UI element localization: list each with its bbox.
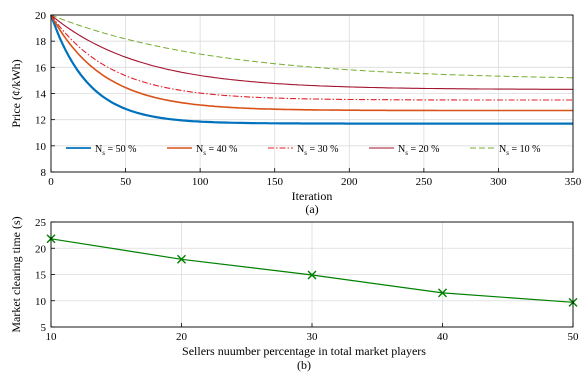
legend-label-1: Ns = 50 % <box>95 144 136 157</box>
legend-label-3: Ns = 30 % <box>297 144 338 157</box>
chart-b-ytick-label: 5 <box>41 322 47 334</box>
chart-a-caption: (a) <box>305 202 318 216</box>
marker-stroke <box>438 288 447 298</box>
chart-b-xtick-label: 40 <box>437 331 449 343</box>
chart-b-xtick-label: 20 <box>176 331 188 343</box>
chart-a-ylabel: Price (¢/kWh) <box>9 59 23 127</box>
chart-a-xtick-label: 0 <box>48 176 54 188</box>
chart-a-ytick-label: 18 <box>35 36 47 48</box>
chart-a-legend: Ns = 50 % Ns = 40 % Ns = 30 % Ns = 20 % Ns =… <box>66 144 540 157</box>
chart-a-series <box>49 14 574 125</box>
chart-a-ytick-label: 12 <box>35 115 46 127</box>
chart-a-ticks: 0 50 100 150 200 250 300 350 8 10 12 14 16 18 20 <box>35 10 582 188</box>
chart-b-xtick-label: 10 <box>46 331 58 343</box>
chart-a-xtick-label: 50 <box>120 176 132 188</box>
chart-b-ytick-label: 15 <box>35 270 47 282</box>
marker-stroke <box>177 254 186 264</box>
chart-a-ytick-label: 16 <box>35 62 47 74</box>
chart-a-xlabel: Iteration <box>292 189 333 203</box>
chart-a-ytick-label: 8 <box>41 167 47 179</box>
data-point-marker <box>438 288 447 298</box>
chart-a: 0 50 100 150 200 250 300 350 8 10 12 14 16 18 20 Ns = … <box>9 10 582 216</box>
series-line-5 <box>50 14 573 79</box>
chart-b-ytick-label: 25 <box>35 217 47 229</box>
chart-a-xtick-label: 100 <box>192 176 209 188</box>
chart-b-series <box>46 234 578 307</box>
series-line-1 <box>49 14 573 125</box>
chart-a-xtick-label: 250 <box>416 176 433 188</box>
chart-a-ytick-label: 10 <box>35 141 47 153</box>
chart-b-xtick-label: 30 <box>307 331 319 343</box>
chart-a-ytick-label: 14 <box>35 89 47 101</box>
series-line-2 <box>50 14 573 112</box>
chart-a-xtick-label: 150 <box>266 176 283 188</box>
legend-label-5: Ns = 10 % <box>499 144 540 157</box>
data-point-marker <box>177 254 186 264</box>
chart-a-grid <box>50 14 574 173</box>
chart-a-xtick-label: 350 <box>565 176 582 188</box>
chart-b-xtick-label: 50 <box>568 331 580 343</box>
series-line-4 <box>50 14 574 90</box>
legend-label-4: Ns = 20 % <box>398 144 439 157</box>
legend-label-2: Ns = 40 % <box>196 144 237 157</box>
chart-a-xtick-label: 200 <box>341 176 358 188</box>
chart-a-ytick-label: 20 <box>35 10 47 22</box>
chart-b-xlabel: Sellers nuumber percentage in total mark… <box>182 344 426 358</box>
marker-stroke <box>307 270 317 280</box>
chart-b-ytick-label: 10 <box>35 296 47 308</box>
chart-b-caption: (b) <box>297 358 311 372</box>
series-line-3 <box>50 14 573 101</box>
chart-a-xtick-label: 300 <box>490 176 507 188</box>
chart-b-ytick-label: 20 <box>35 243 47 255</box>
data-point-marker <box>307 270 317 280</box>
chart-b-ylabel: Market clearing time (s) <box>9 216 23 332</box>
